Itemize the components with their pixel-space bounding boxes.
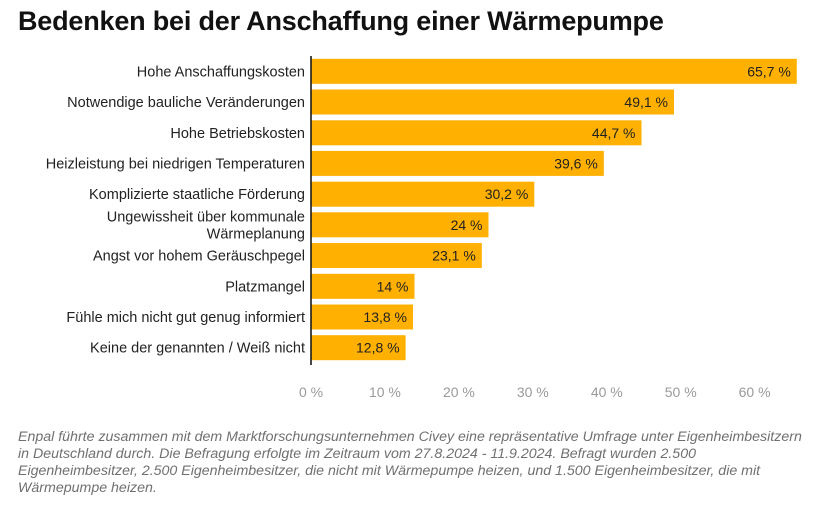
- value-label-6: 24 %: [451, 217, 483, 233]
- category-label-3: Hohe Betriebskosten: [170, 126, 305, 142]
- bar-10: [311, 335, 406, 361]
- x-tick-label-50: 50 %: [665, 384, 697, 400]
- x-tick-label-40: 40 %: [591, 384, 623, 400]
- value-label-2: 49,1 %: [624, 94, 668, 110]
- value-label-9: 13,8 %: [363, 309, 407, 325]
- bar-chart: Hohe Anschaffungskosten Notwendige baulic…: [46, 56, 797, 400]
- x-tick-label-60: 60 %: [739, 384, 771, 400]
- x-tick-label-10: 10 %: [369, 384, 401, 400]
- category-labels-group: Hohe Anschaffungskosten Notwendige baulic…: [46, 64, 305, 356]
- value-label-5: 30,2 %: [485, 186, 529, 202]
- bar-6: [311, 212, 489, 238]
- value-label-4: 39,6 %: [554, 155, 598, 171]
- category-label-4: Heizleistung bei niedrigen Temperaturen: [46, 156, 305, 172]
- bar-1: [311, 58, 797, 84]
- value-label-1: 65,7 %: [747, 63, 791, 79]
- category-label-8: Platzmangel: [225, 279, 305, 295]
- x-tick-label-20: 20 %: [443, 384, 475, 400]
- value-label-10: 12,8 %: [356, 340, 400, 356]
- x-tick-label-0: 0 %: [299, 384, 323, 400]
- category-label-5: Komplizierte staatliche Förderung: [89, 187, 305, 203]
- category-label-10: Keine der genannten / Weiß nicht: [90, 341, 305, 357]
- chart-title: Bedenken bei der Anschaffung einer Wärme…: [18, 6, 664, 36]
- bar-5: [311, 181, 535, 207]
- value-label-7: 23,1 %: [432, 248, 476, 264]
- category-label-9: Fühle mich nicht gut genug informiert: [66, 310, 305, 326]
- category-label-6: Ungewissheit über kommunale Wärmeplanung: [107, 209, 305, 242]
- category-label-7: Angst vor hohem Geräuschpegel: [93, 249, 305, 265]
- bar-3: [311, 120, 642, 146]
- x-tick-labels-group: 0 % 10 % 20 % 30 % 40 % 50 % 60 %: [299, 384, 771, 400]
- value-label-8: 14 %: [377, 278, 409, 294]
- bar-8: [311, 273, 415, 299]
- bar-7: [311, 243, 482, 268]
- value-labels-group: 65,7 % 49,1 % 44,7 % 39,6 % 30,2 %24 % 23,1 %…: [356, 63, 791, 355]
- value-label-3: 44,7 %: [592, 125, 636, 141]
- footnote: Enpal führte zusammen mit dem Marktforsc…: [18, 429, 802, 496]
- category-label-2: Notwendige bauliche Veränderungen: [67, 95, 305, 111]
- bar-2: [311, 89, 674, 115]
- bars-group: [311, 58, 797, 361]
- bar-9: [311, 304, 413, 330]
- category-label-1: Hohe Anschaffungskosten: [137, 64, 305, 80]
- bar-4: [311, 150, 604, 176]
- x-tick-label-30: 30 %: [517, 384, 549, 400]
